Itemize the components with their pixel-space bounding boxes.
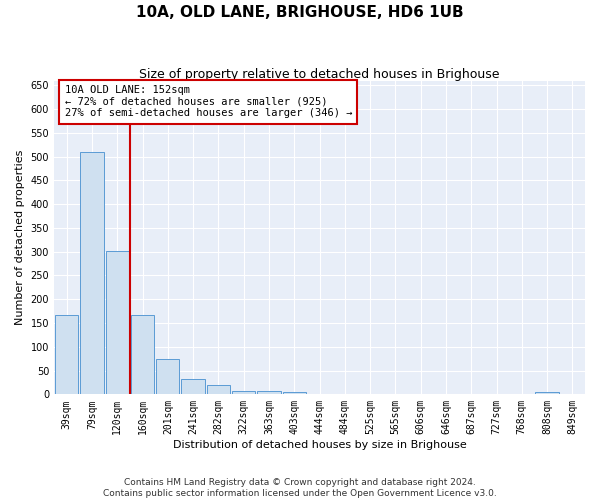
Bar: [207, 385, 230, 394]
Bar: [535, 392, 559, 394]
Bar: [80, 152, 104, 394]
Bar: [131, 315, 154, 394]
Bar: [106, 250, 129, 394]
Bar: [283, 392, 306, 394]
Text: 10A OLD LANE: 152sqm
← 72% of detached houses are smaller (925)
27% of semi-deta: 10A OLD LANE: 152sqm ← 72% of detached h…: [65, 85, 352, 118]
Title: Size of property relative to detached houses in Brighouse: Size of property relative to detached ho…: [139, 68, 500, 80]
Bar: [257, 390, 281, 394]
Bar: [232, 390, 256, 394]
X-axis label: Distribution of detached houses by size in Brighouse: Distribution of detached houses by size …: [173, 440, 466, 450]
Bar: [55, 315, 79, 394]
Bar: [181, 379, 205, 394]
Y-axis label: Number of detached properties: Number of detached properties: [15, 150, 25, 325]
Text: Contains HM Land Registry data © Crown copyright and database right 2024.
Contai: Contains HM Land Registry data © Crown c…: [103, 478, 497, 498]
Bar: [156, 358, 179, 394]
Text: 10A, OLD LANE, BRIGHOUSE, HD6 1UB: 10A, OLD LANE, BRIGHOUSE, HD6 1UB: [136, 5, 464, 20]
